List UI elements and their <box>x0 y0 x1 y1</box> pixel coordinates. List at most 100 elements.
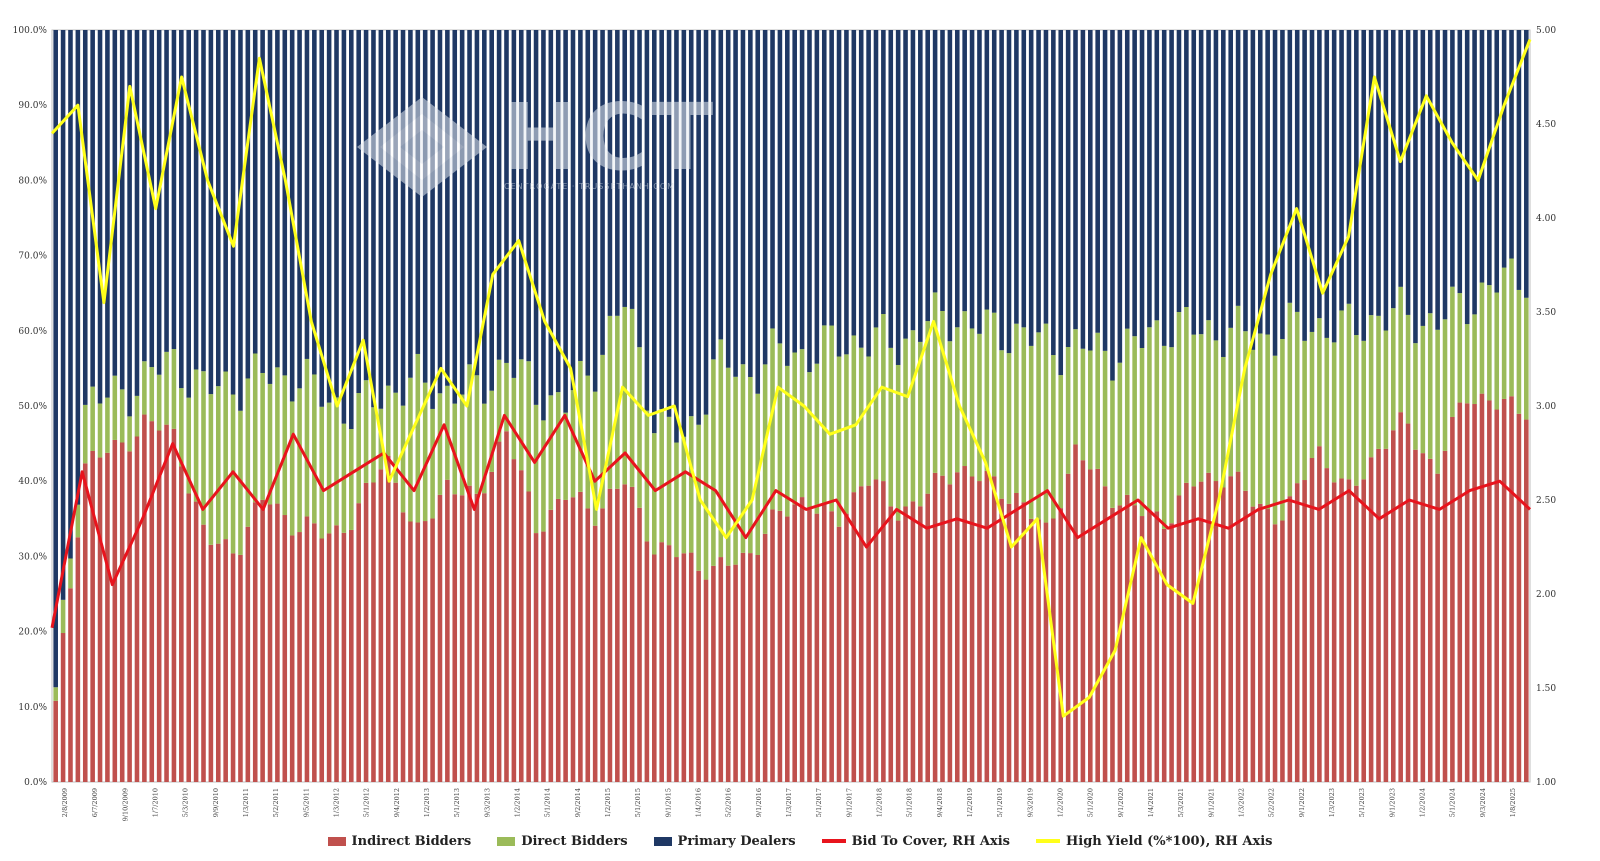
bar-direct <box>984 309 990 471</box>
bar-direct <box>718 339 724 558</box>
bar-indirect <box>548 509 554 782</box>
bar-indirect <box>504 431 509 782</box>
bar-direct <box>356 393 361 504</box>
bar-primary <box>156 30 162 375</box>
bar-indirect <box>349 529 354 782</box>
bar-direct <box>90 386 95 451</box>
bar-indirect <box>334 525 339 782</box>
bar-indirect <box>1494 409 1500 782</box>
bar-indirect <box>408 521 413 782</box>
bar-indirect <box>275 503 280 782</box>
x-tick-label: 9/4/2012 <box>393 788 401 817</box>
bar-direct <box>415 353 421 523</box>
bar-direct <box>275 367 280 504</box>
bar-primary <box>607 30 613 316</box>
bar-direct <box>600 354 605 509</box>
bar-indirect <box>733 564 738 782</box>
bar-indirect <box>1154 511 1160 782</box>
bar-primary <box>740 30 746 365</box>
bar-primary <box>755 30 761 394</box>
bar-primary <box>1346 30 1352 304</box>
bar-direct <box>1487 285 1492 401</box>
bar-direct <box>1080 348 1086 461</box>
bar-primary <box>1014 30 1019 324</box>
bar-primary <box>910 30 916 331</box>
bar-primary <box>422 30 428 383</box>
bar-indirect <box>881 481 886 782</box>
bar-direct <box>1280 338 1285 521</box>
bar-indirect <box>637 507 642 782</box>
x-tick-label: 1/2/2020 <box>1056 788 1064 817</box>
bar-direct <box>1368 315 1374 458</box>
bar-direct <box>836 356 842 527</box>
bar-direct <box>533 404 539 534</box>
bar-indirect <box>385 455 391 782</box>
bar-indirect <box>252 502 258 782</box>
bar-indirect <box>526 491 531 782</box>
bar-direct <box>844 354 849 514</box>
bar-direct <box>156 374 162 431</box>
bar-primary <box>356 30 361 394</box>
bar-direct <box>1331 342 1337 483</box>
bar-primary <box>1294 30 1300 312</box>
bar-indirect <box>592 525 598 782</box>
bar-primary <box>725 30 731 368</box>
y-tick-label: 0.0% <box>24 778 47 788</box>
bar-direct <box>1169 347 1174 524</box>
bar-indirect <box>829 511 834 782</box>
x-tick-label: 5/1/2018 <box>906 788 914 817</box>
bar-direct <box>1132 336 1137 506</box>
bar-direct <box>60 599 66 634</box>
bar-primary <box>881 30 886 315</box>
bar-direct <box>496 359 502 442</box>
bar-indirect <box>97 457 103 782</box>
bar-direct <box>866 356 871 486</box>
bar-direct <box>711 359 716 566</box>
bar-direct <box>1405 314 1411 424</box>
bar-primary <box>445 30 450 386</box>
bar-primary <box>770 30 775 329</box>
bar-indirect <box>991 476 997 782</box>
bar-indirect <box>1487 400 1492 782</box>
bar-indirect <box>541 531 546 782</box>
bar-primary <box>1132 30 1137 337</box>
bar-indirect <box>1243 490 1248 782</box>
bar-direct <box>1501 267 1507 399</box>
bar-primary <box>1206 30 1211 321</box>
legend-swatch-primary <box>653 836 672 846</box>
bar-direct <box>393 392 398 483</box>
x-tick-label: 1/2/2014 <box>514 788 522 817</box>
bar-direct <box>829 325 834 512</box>
bar-primary <box>969 30 975 329</box>
bar-indirect <box>105 452 110 782</box>
bar-indirect <box>932 472 938 782</box>
bar-indirect <box>940 475 945 782</box>
bar-direct <box>940 310 945 476</box>
y2-tick-label: 3.00 <box>1536 402 1556 412</box>
legend-swatch-high-yield <box>1036 839 1060 843</box>
bar-indirect <box>674 557 679 782</box>
legend-label-primary: Primary Dealers <box>677 833 796 849</box>
bar-primary <box>134 30 140 396</box>
bar-direct <box>962 311 967 467</box>
bar-primary <box>1088 30 1093 351</box>
bar-direct <box>555 392 561 499</box>
bar-indirect <box>563 499 568 782</box>
x-tick-label: 5/1/2012 <box>363 788 371 817</box>
bar-indirect <box>711 565 716 782</box>
bar-indirect <box>1147 510 1152 782</box>
bar-primary <box>1302 30 1307 341</box>
y-tick-label: 30.0% <box>18 552 47 562</box>
line-high-yield <box>50 38 1532 718</box>
bar-primary <box>1139 30 1145 348</box>
bar-direct <box>260 372 265 500</box>
bar-primary <box>1043 30 1049 324</box>
x-tick-label: 9/1/2015 <box>664 788 672 817</box>
bar-indirect <box>1228 476 1233 782</box>
bar-direct <box>681 436 687 554</box>
y-tick-label: 40.0% <box>18 477 47 487</box>
bar-primary <box>821 30 827 326</box>
bar-primary <box>230 30 236 395</box>
bar-primary <box>437 30 443 394</box>
bar-primary <box>600 30 605 355</box>
